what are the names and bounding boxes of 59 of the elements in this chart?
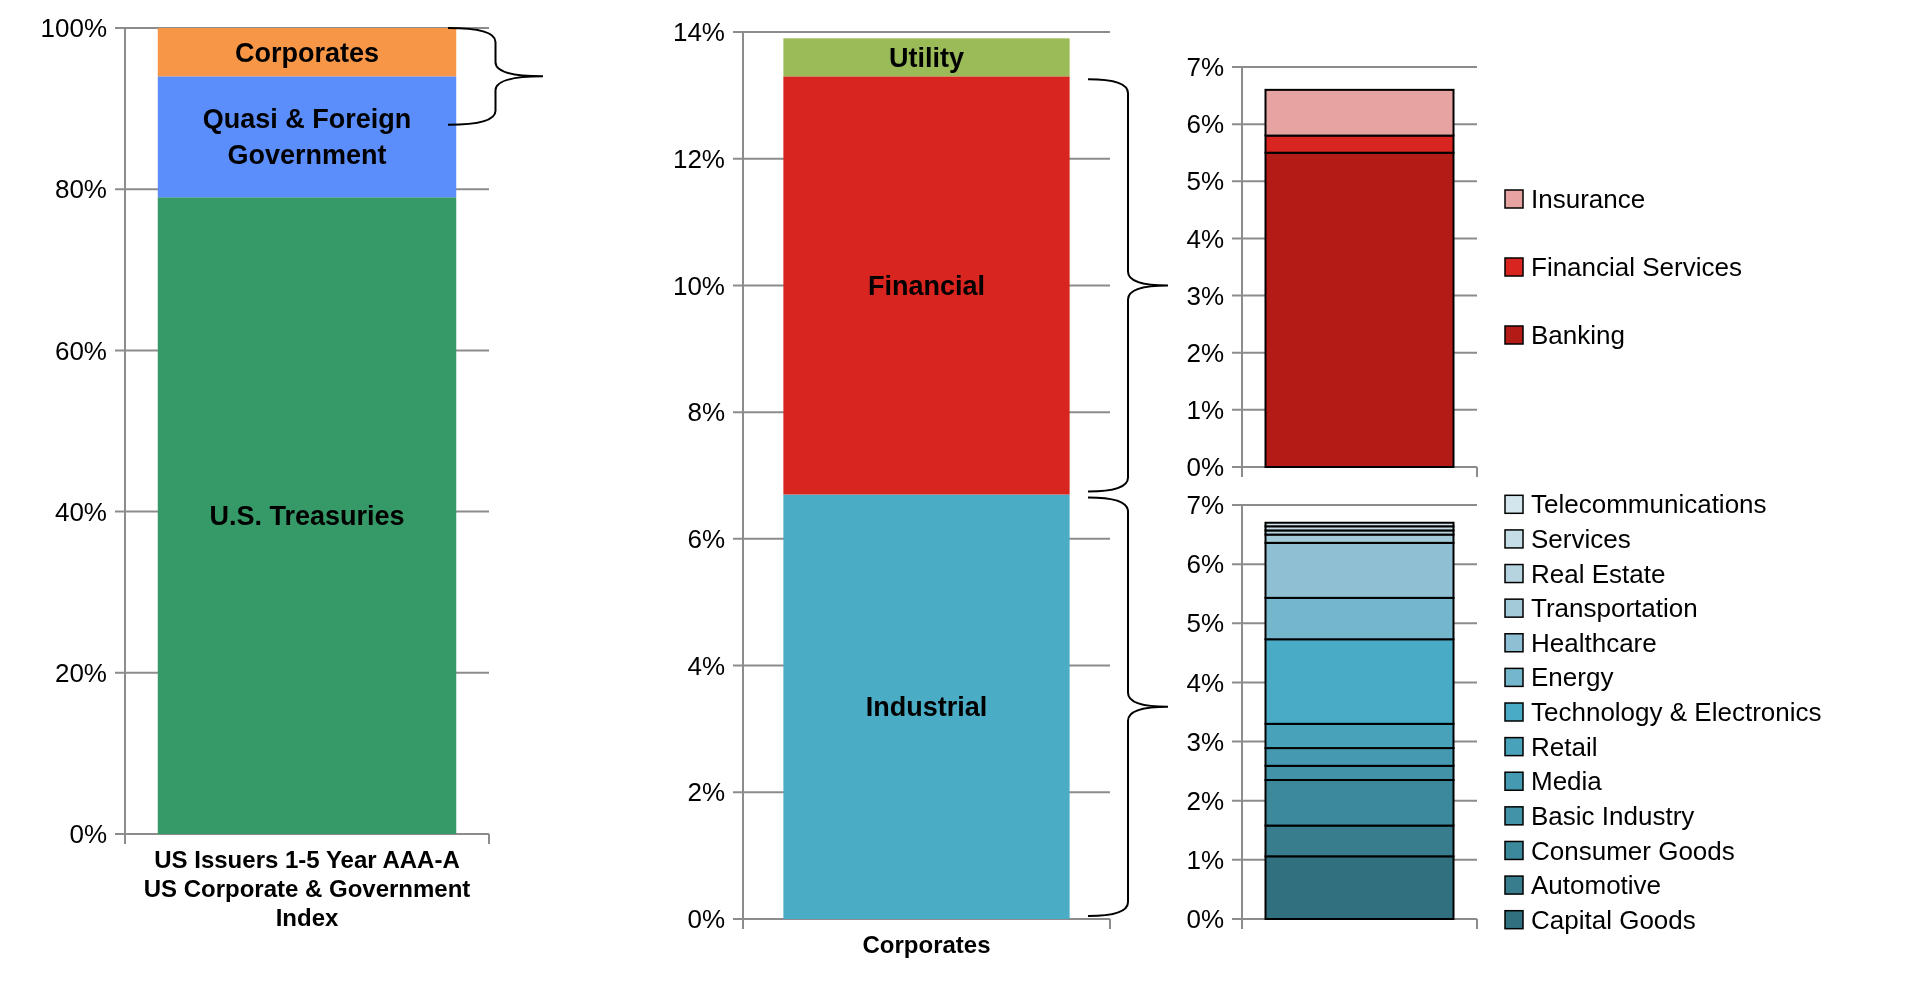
legend-label: Media xyxy=(1531,766,1603,797)
bar xyxy=(783,494,1070,919)
y-tick-label: 6% xyxy=(1186,549,1224,580)
series-label: Utility xyxy=(888,42,965,73)
legend-label: Retail xyxy=(1531,731,1598,762)
bar xyxy=(157,197,457,834)
legend-label: Services xyxy=(1531,524,1631,555)
y-tick-label: 60% xyxy=(54,335,107,366)
y-tick-label: 6% xyxy=(687,523,725,554)
bar xyxy=(1264,521,1455,528)
y-tick-label: 0% xyxy=(687,904,725,935)
y-tick-label: 1% xyxy=(1186,844,1224,875)
legend-label: Insurance xyxy=(1531,184,1646,215)
y-tick-label: 8% xyxy=(687,397,725,428)
bar xyxy=(783,38,1070,77)
series-label: Financial xyxy=(867,270,986,301)
legend-label: Telecommunications xyxy=(1531,489,1767,520)
legend-label: Capital Goods xyxy=(1531,904,1696,935)
y-tick-label: 7% xyxy=(1186,490,1224,521)
legend-label: Energy xyxy=(1531,662,1614,693)
y-tick-label: 3% xyxy=(1186,280,1224,311)
bar xyxy=(157,76,457,198)
y-tick-label: 2% xyxy=(1186,337,1224,368)
y-tick-label: 2% xyxy=(687,777,725,808)
legend-label: Technology & Electronics xyxy=(1531,697,1822,728)
series-label: Industrial xyxy=(865,692,988,723)
x-tick-label: US Issuers 1-5 Year AAA-A US Corporate & Government Index xyxy=(143,846,471,931)
y-tick-label: 10% xyxy=(672,270,725,301)
y-tick-label: 4% xyxy=(1186,223,1224,254)
series-label: Corporates xyxy=(234,37,380,68)
y-tick-label: 0% xyxy=(69,819,107,850)
legend-label: Transportation xyxy=(1531,593,1698,624)
y-tick-label: 3% xyxy=(1186,726,1224,757)
y-tick-label: 0% xyxy=(1186,452,1224,483)
legend-label: Real Estate xyxy=(1531,558,1666,589)
y-tick-label: 6% xyxy=(1186,109,1224,140)
y-tick-label: 40% xyxy=(54,496,107,527)
y-tick-label: 20% xyxy=(54,657,107,688)
y-tick-label: 4% xyxy=(1186,667,1224,698)
y-tick-label: 4% xyxy=(687,650,725,681)
series-label: Quasi & Foreign Government xyxy=(202,104,412,171)
legend-label: Banking xyxy=(1531,320,1625,351)
y-tick-label: 5% xyxy=(1186,608,1224,639)
legend-label: Consumer Goods xyxy=(1531,835,1735,866)
y-tick-label: 1% xyxy=(1186,394,1224,425)
y-tick-label: 0% xyxy=(1186,904,1224,935)
y-tick-label: 2% xyxy=(1186,785,1224,816)
y-tick-label: 80% xyxy=(54,174,107,205)
legend-label: Healthcare xyxy=(1531,627,1657,658)
bar xyxy=(783,76,1070,495)
legend-label: Automotive xyxy=(1531,870,1662,901)
legend-label: Financial Services xyxy=(1531,252,1742,283)
y-tick-label: 14% xyxy=(672,17,725,48)
series-label: U.S. Treasuries xyxy=(209,501,405,532)
legend-label: Basic Industry xyxy=(1531,800,1695,831)
y-tick-label: 12% xyxy=(672,143,725,174)
y-tick-label: 5% xyxy=(1186,166,1224,197)
y-tick-label: 7% xyxy=(1186,52,1224,83)
y-tick-label: 100% xyxy=(40,13,107,44)
